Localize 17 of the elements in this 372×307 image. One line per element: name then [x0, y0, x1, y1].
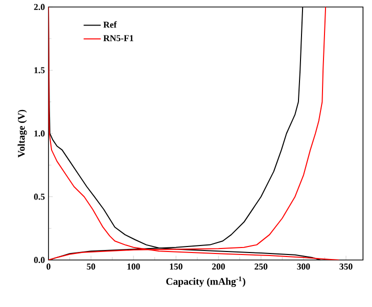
y-tick-label: 2.0 [34, 4, 45, 10]
x-tick-label: 50 [86, 264, 96, 270]
y-tick-label: 1.5 [34, 67, 45, 74]
x-tick-label: 350 [340, 264, 352, 270]
x-axis-title: Capacity (mAhg$^{-1}$) [166, 276, 246, 287]
y-axis-title: Voltage (V) [18, 110, 27, 158]
x-tick-label: 150 [170, 264, 182, 270]
legend-label: Ref [103, 21, 117, 28]
y-tick-label: 0.5 [34, 194, 45, 200]
legend-label: RN5-F1 [103, 35, 134, 42]
x-tick-label: 200 [212, 264, 225, 270]
x-tick-label: 0 [46, 264, 50, 270]
x-tick-label: 100 [127, 264, 140, 270]
y-tick-label: 1.0 [34, 130, 45, 137]
x-tick-label: 250 [254, 264, 268, 270]
x-tick-label: 300 [297, 264, 310, 270]
y-tick-label: 0.0 [34, 256, 45, 264]
